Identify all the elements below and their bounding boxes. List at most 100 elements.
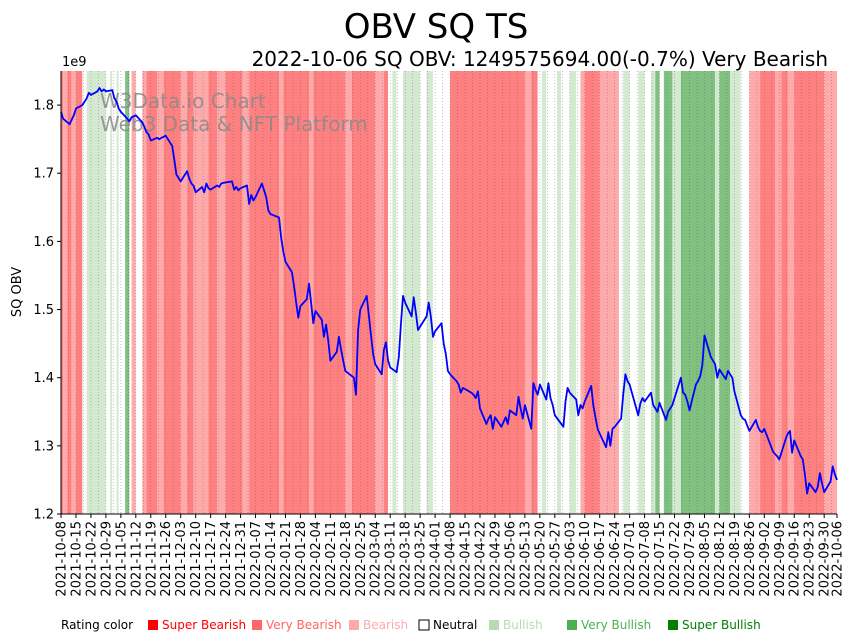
rating-band-bullish: [638, 71, 645, 514]
x-tick-label: 2022-04-08: [444, 521, 459, 597]
rating-band-very-bearish: [283, 71, 309, 514]
x-tick-label: 2022-07-01: [623, 521, 638, 597]
y-exponent-label: 1e9: [62, 55, 87, 70]
legend-label-bullish: Bullish: [503, 618, 543, 632]
x-tick-label: 2022-06-24: [608, 521, 623, 597]
x-tick-label: 2021-12-24: [219, 521, 234, 597]
legend-label-neutral: Neutral: [433, 618, 477, 632]
x-tick-label: 2021-12-31: [234, 521, 249, 597]
rating-band-bullish: [569, 71, 577, 514]
rating-band-bullish: [426, 71, 433, 514]
rating-band-bearish: [63, 71, 68, 514]
obv-series: [60, 87, 838, 495]
rating-band-bearish: [375, 71, 384, 514]
legend-swatch-super-bullish: [668, 620, 678, 630]
rating-band-bearish: [242, 71, 250, 514]
x-tick-label: 2022-05-20: [533, 521, 548, 597]
rating-band-very-bullish: [680, 71, 716, 514]
x-tick-label: 2022-08-19: [728, 521, 743, 597]
rating-band-bullish: [672, 71, 681, 514]
legend-swatch-bearish: [349, 620, 359, 630]
x-tick-label: 2021-12-03: [174, 521, 189, 597]
x-tick-label: 2022-07-08: [638, 521, 653, 597]
x-tick-label: 2022-08-05: [698, 521, 713, 597]
legend-label-very-bullish: Very Bullish: [581, 618, 651, 632]
y-tick-label: 1.5: [33, 303, 54, 318]
rating-band-bearish: [279, 71, 284, 514]
rating-band-bullish: [651, 71, 656, 514]
rating-band-neutral: [576, 71, 581, 514]
rating-band-neutral: [629, 71, 639, 514]
rating-band-very-bearish: [75, 71, 83, 514]
x-tick-label: 2022-05-13: [518, 521, 533, 597]
rating-band-very-bearish: [61, 71, 64, 514]
x-tick-label: 2022-09-09: [773, 521, 788, 597]
rating-band-neutral: [112, 71, 117, 514]
x-tick-label: 2021-12-17: [204, 521, 219, 597]
rating-band-very-bearish: [208, 71, 218, 514]
rating-band-neutral: [129, 71, 132, 514]
rating-band-neutral: [105, 71, 111, 514]
x-tick-label: 2022-06-17: [593, 521, 608, 597]
rating-band-bullish: [116, 71, 119, 514]
rating-band-very-bullish: [719, 71, 731, 514]
rating-band-neutral: [740, 71, 750, 514]
rating-band-neutral: [432, 71, 451, 514]
x-tick-label: 2021-11-05: [114, 521, 129, 597]
rating-band-very-bearish: [383, 71, 389, 514]
x-tick-label: 2022-10-06: [831, 521, 846, 597]
x-tick-label: 2022-09-23: [803, 521, 818, 597]
x-tick-label: 2022-03-18: [399, 521, 414, 597]
x-tick-label: 2022-01-21: [279, 521, 294, 597]
rating-band-bearish: [142, 71, 147, 514]
axes: [60, 71, 837, 515]
rating-band-very-bearish: [225, 71, 243, 514]
chart-title: OBV SQ TS: [344, 7, 529, 47]
rating-band-bearish: [217, 71, 226, 514]
rating-band-very-bearish: [146, 71, 158, 514]
rating-band-bearish: [580, 71, 585, 514]
x-tick-label: 2022-01-14: [264, 521, 279, 597]
y-tick-label: 1.7: [33, 167, 54, 182]
rating-band-bullish: [556, 71, 562, 514]
x-tick-label: 2021-11-12: [129, 521, 144, 597]
y-tick-label: 1.2: [33, 508, 54, 523]
x-tick-label: 2022-05-27: [548, 521, 563, 597]
rating-band-bullish: [730, 71, 741, 514]
rating-band-neutral: [396, 71, 404, 514]
y-tick-label: 1.3: [33, 439, 54, 454]
legend-label-super-bullish: Super Bullish: [682, 618, 761, 632]
rating-band-bearish: [308, 71, 314, 514]
rating-band-neutral: [659, 71, 664, 514]
legend-swatch-bullish: [489, 620, 499, 630]
legend-swatch-neutral: [418, 619, 430, 631]
rating-band-neutral: [135, 71, 143, 514]
x-tick-label: 2022-08-26: [743, 521, 758, 597]
rating-band-neutral: [644, 71, 652, 514]
watermark-line-2: Web3 Data & NFT Platform: [100, 112, 368, 136]
rating-band-bullish: [86, 71, 106, 514]
legend-swatch-super-bearish: [148, 620, 158, 630]
rating-band-very-bearish: [760, 71, 776, 514]
x-tick-label: 2022-01-07: [249, 521, 264, 597]
x-tick-label: 2021-10-08: [55, 521, 70, 597]
x-tick-label: 2022-07-22: [668, 521, 683, 597]
rating-band-very-bearish: [249, 71, 280, 514]
rating-band-bullish: [715, 71, 720, 514]
rating-band-bearish: [193, 71, 209, 514]
rating-band-bullish: [392, 71, 397, 514]
x-tick-label: 2022-09-02: [758, 521, 773, 597]
x-tick-label: 2022-07-15: [653, 521, 668, 597]
legend-label-super-bearish: Super Bearish: [162, 618, 246, 632]
legend-title: Rating color: [61, 618, 133, 632]
legend-label-bearish: Bearish: [363, 618, 408, 632]
x-tick-label: 2021-12-10: [189, 521, 204, 597]
x-tick-label: 2022-04-22: [473, 521, 488, 597]
x-tick-label: 2022-09-30: [818, 521, 833, 597]
legend-swatch-very-bearish: [252, 620, 262, 630]
x-tick-label: 2021-11-26: [159, 521, 174, 597]
rating-band-very-bearish: [781, 71, 788, 514]
rating-band-bearish: [775, 71, 782, 514]
rating-band-bullish: [623, 71, 630, 514]
